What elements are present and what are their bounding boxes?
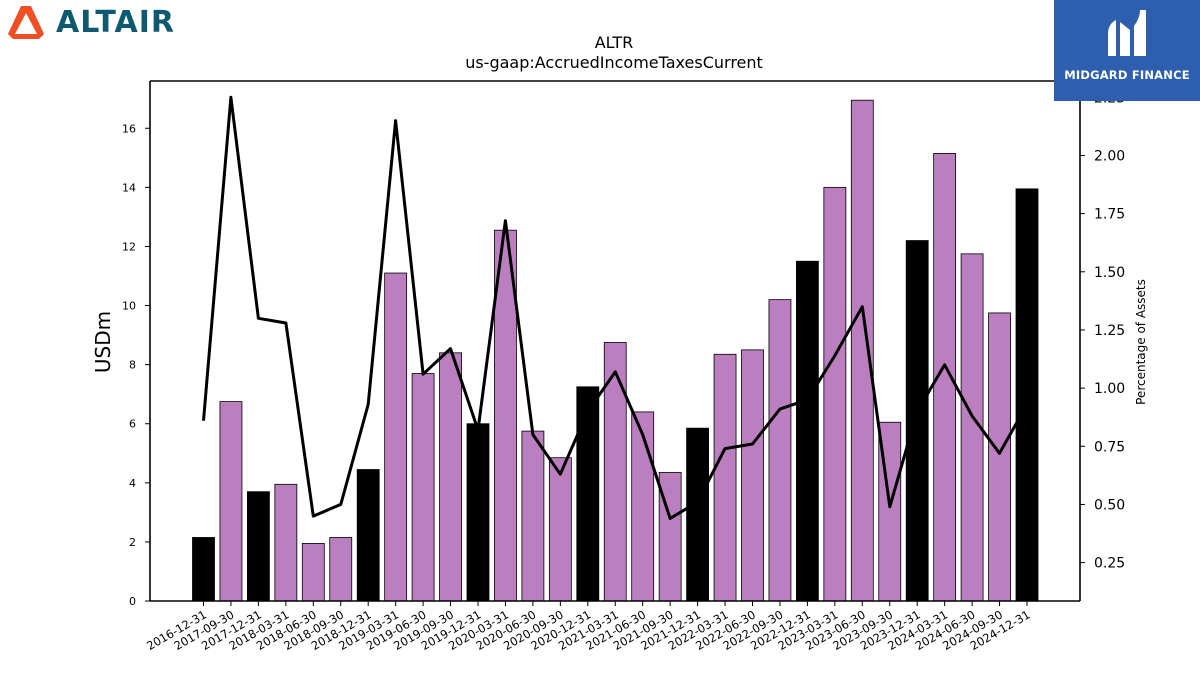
bar-annual: [576, 386, 600, 602]
y-tick-label: 0: [129, 595, 136, 608]
bar-annual: [905, 240, 929, 602]
y2-tick-label: 1.50: [1094, 265, 1125, 281]
y-tick-label: 12: [122, 240, 136, 253]
bar-annual: [1015, 188, 1039, 602]
bar-quarterly: [988, 312, 1011, 602]
bar-quarterly: [768, 299, 792, 602]
y-tick-label: 10: [122, 300, 136, 313]
bar-quarterly: [823, 186, 847, 602]
y-tick-label: 8: [129, 359, 136, 372]
bars-layer: [192, 99, 1039, 602]
midgard-finance-logo: MIDGARD FINANCE: [1054, 0, 1200, 101]
bar-quarterly: [411, 373, 435, 602]
y-tick-label: 6: [129, 418, 136, 431]
y2-tick-label: 2.00: [1094, 148, 1125, 164]
bar-annual: [466, 423, 490, 602]
bar-annual: [192, 537, 215, 602]
bar-annual: [686, 427, 709, 602]
y-tick-label: 16: [122, 122, 136, 135]
midgard-logo-icon: [1108, 10, 1146, 56]
altair-logo-icon: [8, 6, 44, 39]
y-tick-label: 4: [129, 477, 136, 490]
bar-annual: [246, 491, 270, 602]
line-layer: [202, 95, 1029, 520]
midgard-logo-text: MIDGARD FINANCE: [1064, 68, 1190, 82]
altair-logo: ALTAIR: [6, 4, 175, 40]
bar-quarterly: [384, 272, 408, 602]
y2-tick-label: 1.00: [1094, 381, 1125, 397]
bar-annual: [796, 260, 819, 602]
chart-title: ALTR: [595, 33, 634, 52]
chart-subtitle: us-gaap:AccruedIncomeTaxesCurrent: [465, 53, 763, 72]
y2-tick-label: 0.50: [1094, 497, 1125, 513]
bar-quarterly: [521, 430, 545, 602]
bar-quarterly: [850, 99, 874, 602]
y-axis-label: USDm: [91, 311, 115, 373]
bar-quarterly: [741, 349, 764, 602]
y-tick-label: 14: [122, 181, 136, 194]
bar-quarterly: [274, 483, 298, 602]
bar-quarterly: [631, 411, 655, 602]
y-tick-label: 2: [129, 536, 136, 549]
bar-quarterly: [548, 457, 572, 602]
y2-tick-label: 1.25: [1094, 323, 1125, 339]
bar-quarterly: [439, 352, 462, 602]
y2-tick-label: 1.75: [1094, 207, 1125, 223]
bar-quarterly: [329, 537, 353, 602]
bar-quarterly: [713, 353, 737, 602]
pct-assets-line: [202, 95, 1029, 520]
bar-quarterly: [219, 401, 243, 602]
y2-tick-label: 0.75: [1094, 439, 1125, 455]
bar-quarterly: [301, 542, 325, 602]
bar-annual: [356, 469, 380, 602]
y2-axis-label: Percentage of Assets: [1134, 279, 1148, 405]
altair-logo-text: ALTAIR: [56, 4, 175, 40]
y2-tick-label: 0.25: [1094, 556, 1125, 572]
